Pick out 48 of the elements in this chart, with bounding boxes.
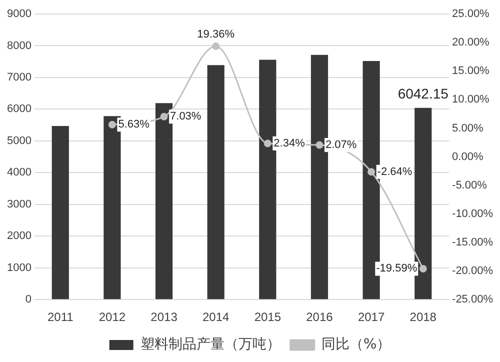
x-tick-label: 2017 [358,310,385,324]
data-label: 5.63% [118,118,150,131]
x-tick-label: 2018 [410,310,437,324]
data-label: -2.64% [377,166,412,178]
data-label: -19.59% [376,262,418,275]
point [368,168,376,176]
y2-tick-label: 15.00% [452,65,490,78]
y2-tick-label: -10.00% [452,208,494,220]
y2-tick-label: 10.00% [452,94,490,106]
y2-tick-label: 20.00% [452,36,490,49]
y2-tick-label: 5.00% [452,122,484,134]
point [419,264,427,272]
data-label: 6042.15 [398,86,449,102]
y-tick-label: 0 [25,294,32,306]
y-tick-label: 9000 [6,8,32,20]
bar [52,126,69,300]
y-tick-label: 4000 [6,166,32,179]
legend-label: 塑料制品产量（万吨） [140,336,280,353]
point [108,120,116,128]
point [212,42,220,50]
x-tick-label: 2012 [98,310,126,324]
y-tick-label: 8000 [6,40,32,52]
x-tick-label: 2016 [306,310,334,324]
x-tick-label: 2014 [202,310,230,324]
point [316,141,324,149]
y2-tick-label: 25.00% [452,8,490,20]
y-tick-label: 6000 [6,103,32,116]
data-label: 19.36% [197,28,235,41]
y-tick-label: 1000 [6,262,32,274]
data-label: 2.07% [325,139,357,152]
y-tick-label: 3000 [6,198,32,210]
y2-tick-label: -25.00% [452,294,494,306]
y2-tick-label: -15.00% [452,236,494,249]
x-tick-label: 2011 [47,310,74,324]
y2-tick-label: -5.00% [452,179,488,192]
x-tick-label: 2015 [254,310,282,324]
point [264,140,272,148]
point [160,112,168,120]
y-tick-label: 5000 [6,134,32,147]
bar [207,65,224,300]
y-tick-label: 7000 [6,72,32,84]
y-tick-label: 2000 [6,230,32,242]
legend-label: 同比（%） [321,336,391,353]
x-tick-label: 2013 [150,310,178,324]
y2-tick-label: -20.00% [452,265,494,278]
y2-tick-label: 0.00% [452,150,484,163]
data-label: 7.03% [170,110,202,123]
data-label: 2.34% [274,137,306,150]
